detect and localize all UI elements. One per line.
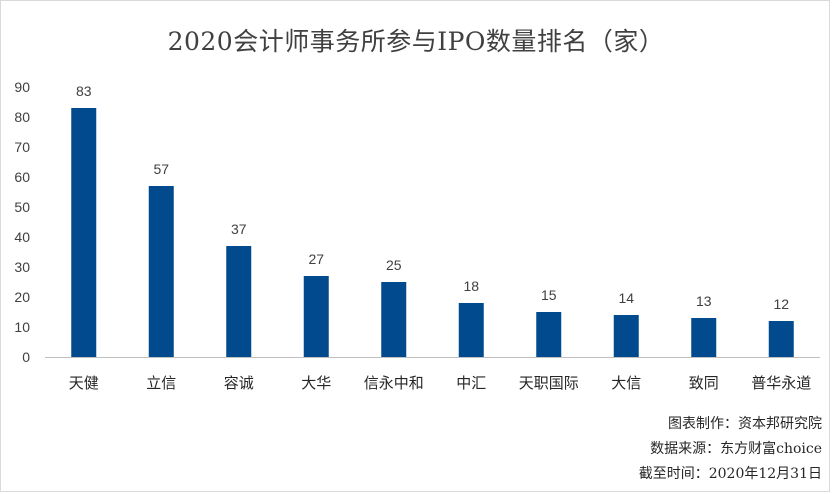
y-tick-label: 10 (14, 319, 30, 335)
x-tick-label: 致同 (689, 374, 719, 392)
y-tick-label: 20 (14, 289, 30, 305)
data-label: 37 (231, 221, 247, 237)
bar (71, 108, 97, 357)
bar (226, 246, 252, 357)
y-tick-label: 40 (14, 229, 30, 245)
bar (303, 276, 329, 357)
chart-notes: 图表制作：资本邦研究院 数据来源：东方财富choice 截至时间：2020年12… (639, 412, 822, 487)
chart-title: 2020会计师事务所参与IPO数量排名（家） (167, 27, 665, 56)
x-tick-label: 大华 (301, 374, 331, 392)
data-label: 25 (386, 257, 402, 273)
y-tick-label: 0 (22, 349, 30, 365)
x-tick-label: 信永中和 (364, 374, 424, 392)
y-tick-label: 80 (14, 109, 30, 125)
data-label: 15 (541, 287, 557, 303)
y-tick-label: 30 (14, 259, 30, 275)
data-label: 13 (696, 293, 712, 309)
bar (691, 318, 717, 357)
data-label: 14 (618, 290, 634, 306)
x-tick-label: 容诚 (224, 374, 254, 392)
data-label: 12 (773, 296, 789, 312)
data-label: 83 (76, 83, 92, 99)
data-label: 57 (153, 161, 169, 177)
x-tick-label: 天健 (69, 374, 99, 392)
y-tick-label: 90 (14, 79, 30, 95)
bar (768, 321, 794, 357)
bar (458, 303, 484, 357)
y-axis: 0 10 20 30 40 50 60 70 80 90 (14, 79, 30, 365)
x-tick-label: 中汇 (456, 374, 486, 392)
bar (381, 282, 407, 357)
data-labels: 83 57 37 27 25 18 15 14 13 12 (76, 83, 789, 312)
x-tick-label: 天职国际 (519, 374, 579, 392)
bar (613, 315, 639, 357)
note-chart-maker: 图表制作：资本邦研究院 (668, 416, 822, 432)
x-tick-label: 普华永道 (751, 374, 811, 392)
note-cutoff-date: 截至时间：2020年12月31日 (638, 466, 822, 482)
y-tick-label: 60 (14, 169, 30, 185)
y-tick-label: 70 (14, 139, 30, 155)
data-label: 18 (463, 278, 479, 294)
bar (536, 312, 562, 357)
bars (71, 108, 794, 357)
x-tick-label: 大信 (611, 374, 641, 392)
data-label: 27 (308, 251, 324, 267)
x-axis-labels: 天健 立信 容诚 大华 信永中和 中汇 天职国际 大信 致同 普华永道 (69, 374, 812, 392)
note-data-source: 数据来源：东方财富choice (650, 441, 822, 457)
bar (148, 186, 174, 357)
x-tick-label: 立信 (146, 374, 176, 392)
y-tick-label: 50 (14, 199, 30, 215)
